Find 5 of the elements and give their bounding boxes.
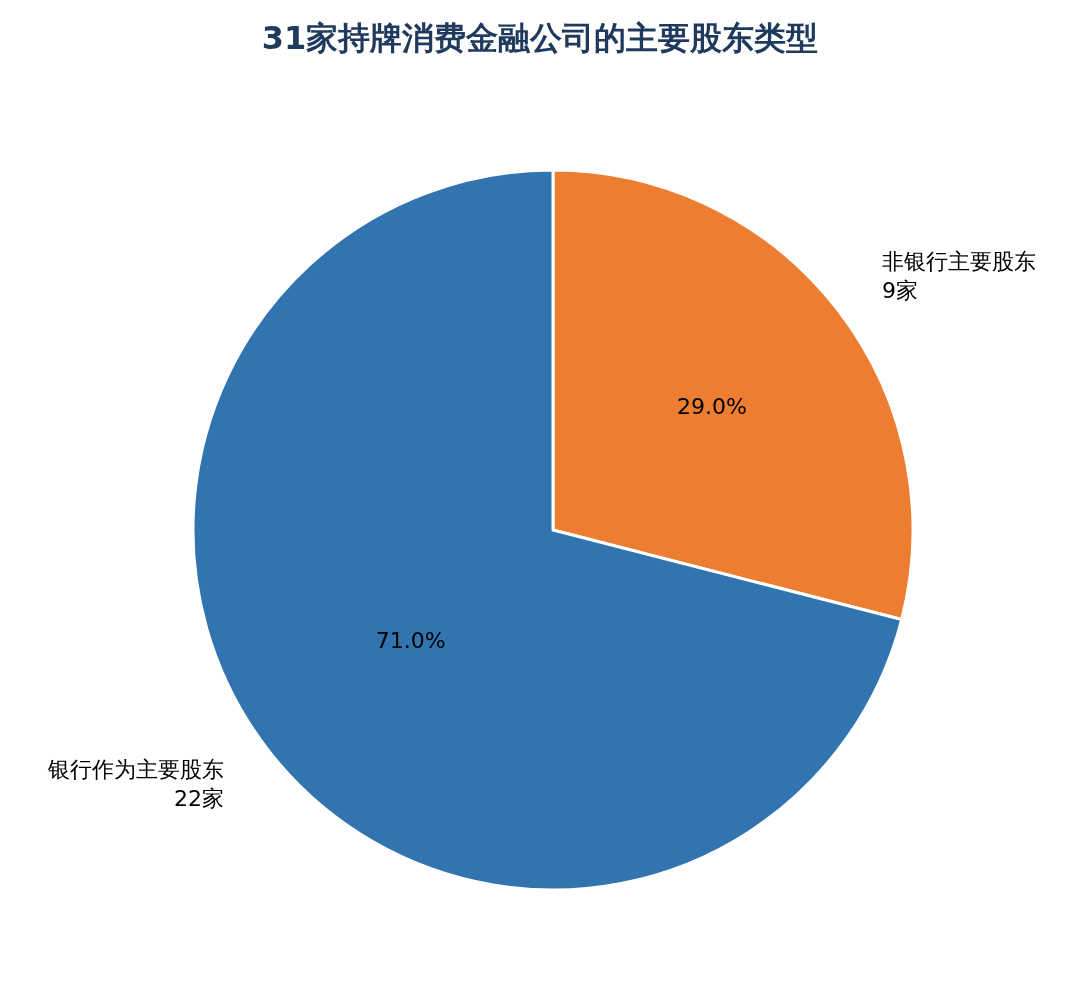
chart-title: 31家持牌消费金融公司的主要股东类型 xyxy=(261,19,819,58)
slice-label: 银行作为主要股东 22家 xyxy=(47,757,224,811)
data-label: 71.0% xyxy=(375,627,446,653)
slice-label: 非银行主要股东 9家 xyxy=(882,249,1036,303)
data-label: 29.0% xyxy=(676,394,747,420)
